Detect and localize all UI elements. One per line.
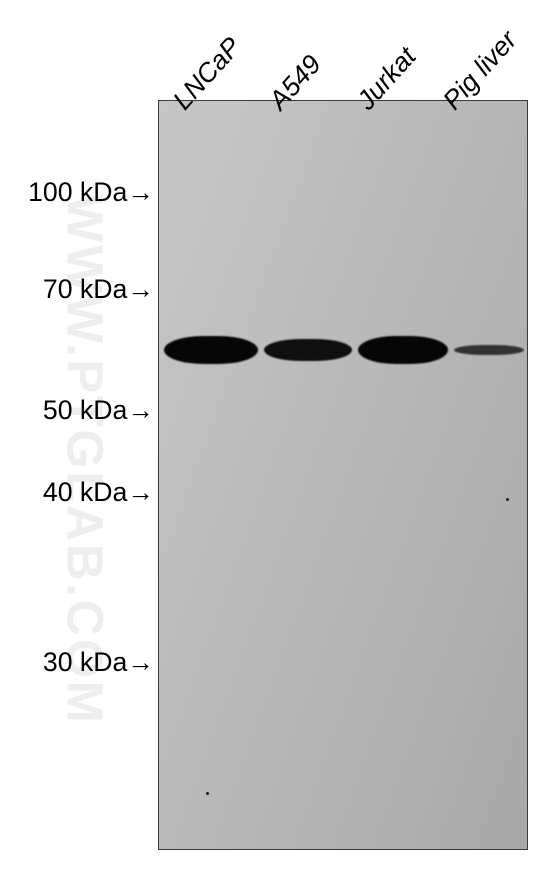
protein-band: [358, 336, 448, 364]
mw-marker-label: 30 kDa→: [43, 647, 154, 678]
arrow-right-icon: →: [127, 647, 154, 677]
protein-band: [264, 339, 352, 361]
mw-marker-label: 100 kDa→: [28, 177, 154, 208]
arrow-right-icon: →: [127, 177, 154, 207]
arrow-right-icon: →: [127, 274, 154, 304]
mw-marker-text: 100 kDa: [28, 177, 127, 207]
artifact-speck: [206, 792, 209, 795]
mw-marker-label: 40 kDa→: [43, 477, 154, 508]
artifact-speck: [506, 498, 509, 501]
arrow-right-icon: →: [127, 395, 154, 425]
blot-membrane: [158, 100, 528, 850]
western-blot-figure: WWW.PTGLAB.COM LNCaPA549JurkatPig liver …: [0, 0, 540, 870]
mw-marker-text: 50 kDa: [43, 395, 127, 425]
mw-marker-label: 50 kDa→: [43, 395, 154, 426]
protein-band: [454, 345, 524, 355]
protein-band: [164, 336, 258, 364]
mw-marker-label: 70 kDa→: [43, 274, 154, 305]
mw-marker-text: 70 kDa: [43, 274, 127, 304]
arrow-right-icon: →: [127, 477, 154, 507]
mw-marker-text: 30 kDa: [43, 647, 127, 677]
mw-marker-text: 40 kDa: [43, 477, 127, 507]
